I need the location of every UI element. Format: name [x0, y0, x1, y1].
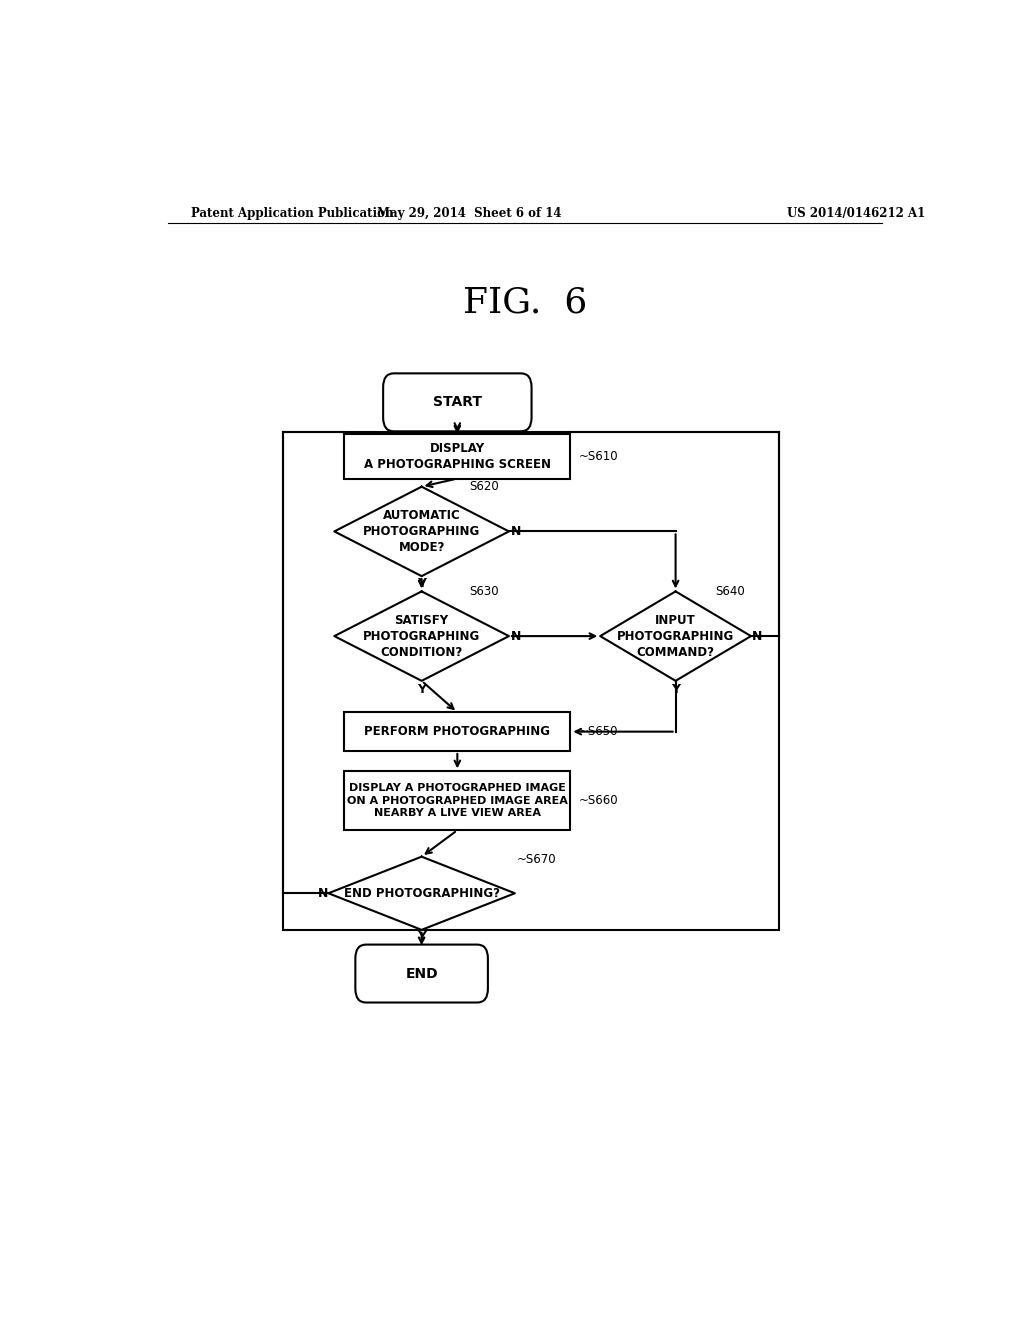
- Text: FIG.  6: FIG. 6: [463, 285, 587, 319]
- Bar: [283, 432, 778, 929]
- Text: S630: S630: [469, 585, 499, 598]
- Text: DISPLAY A PHOTOGRAPHED IMAGE
ON A PHOTOGRAPHED IMAGE AREA
NEARBY A LIVE VIEW ARE: DISPLAY A PHOTOGRAPHED IMAGE ON A PHOTOG…: [347, 783, 567, 818]
- Text: S620: S620: [469, 480, 499, 494]
- Polygon shape: [334, 591, 509, 681]
- Text: Y: Y: [417, 577, 426, 590]
- FancyBboxPatch shape: [355, 945, 487, 1002]
- Polygon shape: [334, 487, 509, 576]
- Text: AUTOMATIC
PHOTOGRAPHING
MODE?: AUTOMATIC PHOTOGRAPHING MODE?: [362, 510, 480, 554]
- Text: END: END: [406, 966, 438, 981]
- Text: May 29, 2014  Sheet 6 of 14: May 29, 2014 Sheet 6 of 14: [377, 207, 561, 220]
- Text: N: N: [511, 630, 521, 643]
- Bar: [344, 713, 570, 751]
- Text: S640: S640: [715, 585, 745, 598]
- Polygon shape: [600, 591, 751, 681]
- Text: ~S610: ~S610: [579, 450, 618, 463]
- Polygon shape: [329, 857, 515, 929]
- Text: ~S660: ~S660: [579, 795, 618, 808]
- Text: Y: Y: [417, 682, 426, 696]
- Text: N: N: [752, 630, 762, 643]
- Text: END PHOTOGRAPHING?: END PHOTOGRAPHING?: [344, 887, 500, 900]
- Text: SATISFY
PHOTOGRAPHING
CONDITION?: SATISFY PHOTOGRAPHING CONDITION?: [362, 614, 480, 659]
- Text: N: N: [317, 887, 328, 900]
- Text: START: START: [433, 395, 482, 409]
- Text: ~S670: ~S670: [517, 853, 556, 866]
- Text: PERFORM PHOTOGRAPHING: PERFORM PHOTOGRAPHING: [365, 725, 550, 738]
- Text: ~S650: ~S650: [579, 725, 618, 738]
- Bar: [344, 771, 570, 830]
- Text: DISPLAY
A PHOTOGRAPHING SCREEN: DISPLAY A PHOTOGRAPHING SCREEN: [364, 442, 551, 471]
- Text: N: N: [511, 525, 521, 539]
- Text: Y: Y: [671, 682, 680, 696]
- Text: US 2014/0146212 A1: US 2014/0146212 A1: [786, 207, 925, 220]
- Text: INPUT
PHOTOGRAPHING
COMMAND?: INPUT PHOTOGRAPHING COMMAND?: [616, 614, 734, 659]
- Text: Patent Application Publication: Patent Application Publication: [191, 207, 394, 220]
- Text: Y: Y: [417, 929, 426, 942]
- Bar: [344, 434, 570, 479]
- FancyBboxPatch shape: [383, 374, 531, 432]
